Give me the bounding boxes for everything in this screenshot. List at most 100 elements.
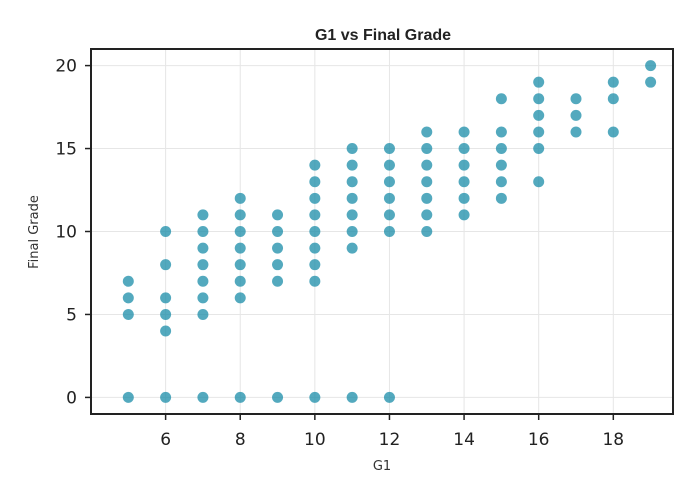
x-axis-ticks: 6 8 10 12 14 16 18 bbox=[160, 414, 624, 450]
data-point bbox=[346, 192, 358, 204]
data-point bbox=[309, 209, 321, 221]
data-point bbox=[533, 176, 545, 188]
data-point bbox=[234, 292, 246, 304]
x-tick-label: 10 bbox=[304, 430, 326, 450]
data-point bbox=[383, 176, 395, 188]
x-tick-label: 16 bbox=[528, 430, 550, 450]
data-point bbox=[197, 242, 209, 254]
data-point bbox=[122, 308, 134, 320]
data-point bbox=[458, 209, 470, 221]
y-tick-label: 20 bbox=[55, 57, 77, 77]
data-point bbox=[234, 242, 246, 254]
chart-title: G1 vs Final Grade bbox=[315, 27, 451, 44]
data-point bbox=[421, 159, 433, 171]
data-point bbox=[234, 391, 246, 403]
data-point bbox=[346, 209, 358, 221]
data-point bbox=[533, 126, 545, 138]
data-point bbox=[421, 226, 433, 237]
data-point bbox=[383, 209, 395, 221]
x-axis-label: G1 bbox=[373, 459, 391, 474]
x-tick-label: 12 bbox=[379, 430, 401, 450]
data-point bbox=[570, 93, 582, 105]
data-points bbox=[122, 60, 657, 403]
data-point bbox=[495, 143, 507, 155]
x-tick-label: 18 bbox=[602, 430, 624, 450]
data-point bbox=[495, 126, 507, 138]
data-point bbox=[197, 209, 209, 221]
x-tick-label: 8 bbox=[235, 430, 246, 450]
data-point bbox=[383, 391, 395, 403]
data-point bbox=[160, 391, 172, 403]
data-point bbox=[234, 275, 246, 287]
y-tick-label: 5 bbox=[66, 305, 77, 325]
data-point bbox=[272, 209, 284, 221]
data-point bbox=[383, 226, 395, 237]
data-point bbox=[607, 126, 619, 138]
data-point bbox=[160, 259, 172, 271]
data-point bbox=[272, 259, 284, 271]
data-point bbox=[495, 176, 507, 188]
data-point bbox=[309, 176, 321, 188]
data-point bbox=[421, 126, 433, 138]
data-point bbox=[533, 143, 545, 155]
data-point bbox=[197, 391, 209, 403]
data-point bbox=[272, 391, 284, 403]
data-point bbox=[160, 226, 172, 237]
data-point bbox=[122, 391, 134, 403]
data-point bbox=[272, 226, 284, 237]
data-point bbox=[346, 143, 358, 155]
data-point bbox=[309, 242, 321, 254]
data-point bbox=[458, 143, 470, 155]
data-point bbox=[607, 76, 619, 88]
data-point bbox=[272, 275, 284, 287]
y-tick-label: 0 bbox=[66, 388, 77, 408]
data-point bbox=[570, 126, 582, 138]
data-point bbox=[421, 209, 433, 221]
data-point bbox=[346, 159, 358, 171]
grid-lines bbox=[91, 49, 673, 414]
y-tick-label: 15 bbox=[55, 140, 77, 160]
data-point bbox=[160, 308, 172, 320]
data-point bbox=[197, 226, 209, 237]
data-point bbox=[458, 176, 470, 188]
data-point bbox=[607, 93, 619, 105]
data-point bbox=[197, 292, 209, 304]
data-point bbox=[495, 159, 507, 171]
data-point bbox=[309, 226, 321, 237]
data-point bbox=[346, 391, 358, 403]
data-point bbox=[234, 192, 246, 204]
data-point bbox=[383, 192, 395, 204]
x-tick-label: 14 bbox=[453, 430, 475, 450]
x-tick-label: 6 bbox=[160, 430, 171, 450]
data-point bbox=[421, 143, 433, 155]
data-point bbox=[234, 259, 246, 271]
data-point bbox=[383, 143, 395, 155]
data-point bbox=[346, 242, 358, 254]
data-point bbox=[533, 109, 545, 121]
data-point bbox=[234, 226, 246, 237]
data-point bbox=[197, 308, 209, 320]
data-point bbox=[458, 126, 470, 138]
data-point bbox=[645, 60, 657, 72]
data-point bbox=[309, 391, 321, 403]
data-point bbox=[570, 109, 582, 121]
data-point bbox=[383, 159, 395, 171]
data-point bbox=[346, 226, 358, 237]
data-point bbox=[160, 292, 172, 304]
data-point bbox=[495, 192, 507, 204]
y-axis-label: Final Grade bbox=[27, 195, 42, 269]
data-point bbox=[309, 192, 321, 204]
data-point bbox=[645, 76, 657, 88]
data-point bbox=[197, 275, 209, 287]
data-point bbox=[122, 292, 134, 304]
data-point bbox=[309, 259, 321, 271]
data-point bbox=[533, 93, 545, 105]
data-point bbox=[458, 159, 470, 171]
data-point bbox=[197, 259, 209, 271]
data-point bbox=[495, 93, 507, 105]
data-point bbox=[458, 192, 470, 204]
y-axis-ticks: 0 5 10 15 20 bbox=[55, 57, 91, 408]
y-tick-label: 10 bbox=[55, 223, 77, 243]
data-point bbox=[533, 76, 545, 88]
